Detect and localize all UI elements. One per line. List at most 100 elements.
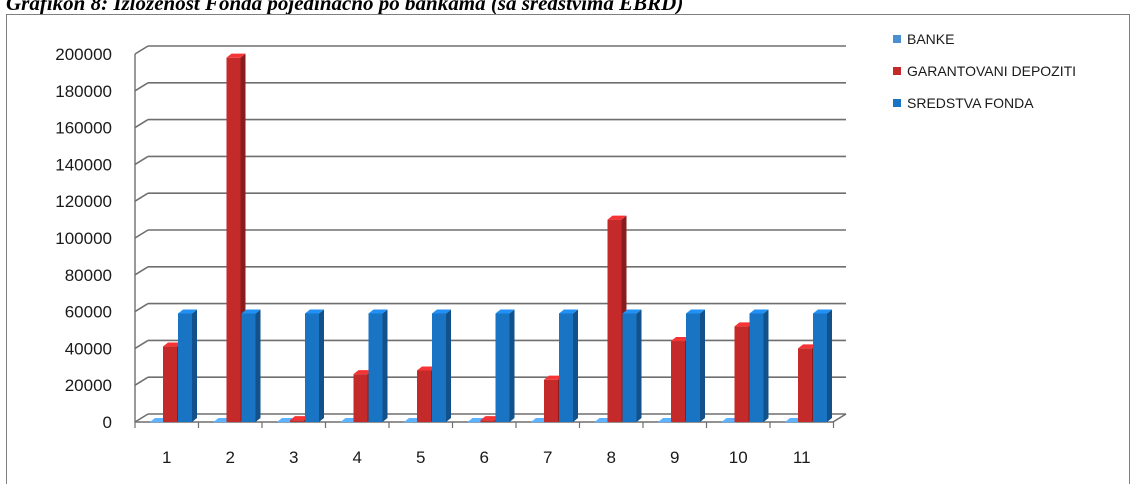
gridline-side (134, 118, 149, 129)
bar-top (163, 342, 182, 347)
bar (658, 422, 672, 423)
bar (213, 422, 228, 423)
legend-label: SREDSTVA FONDA (907, 95, 1034, 111)
bar (594, 422, 609, 423)
bar-top (734, 322, 754, 327)
bar-side (763, 309, 769, 422)
bar (277, 422, 291, 423)
bar (622, 313, 637, 422)
bar-side (446, 309, 451, 422)
bar-side (509, 309, 515, 422)
bar-side (573, 309, 578, 422)
y-tick-label: 200000 (55, 45, 112, 64)
y-tick-label: 80000 (65, 266, 112, 285)
bar-top (353, 370, 373, 375)
gridline-side (134, 413, 149, 423)
y-tick-label: 140000 (55, 155, 112, 174)
gridline-side (134, 376, 149, 386)
bar (749, 313, 764, 422)
bar-top (622, 309, 642, 314)
gridline-side (134, 82, 149, 92)
bar-top (305, 309, 324, 314)
bar (480, 420, 495, 422)
x-tick-label: 2 (226, 448, 235, 467)
x-tick-label: 1 (162, 448, 171, 467)
bar-top (178, 309, 197, 314)
y-tick-label: 40000 (65, 339, 112, 358)
bar-top (241, 309, 261, 314)
bar (798, 348, 812, 422)
bar-top (559, 309, 578, 314)
bar (368, 313, 383, 422)
gridline-side (134, 192, 149, 202)
legend-label: GARANTOVANI DEPOZITI (907, 63, 1076, 79)
bar-top (686, 309, 705, 314)
bar-side (192, 309, 197, 422)
bar-top (432, 309, 451, 314)
bar-side (700, 309, 705, 422)
bar (785, 422, 799, 423)
legend-swatch (893, 67, 901, 75)
y-tick-label: 160000 (55, 119, 112, 138)
x-tick-label: 8 (607, 448, 616, 467)
bar (417, 370, 431, 422)
bar (353, 374, 368, 422)
bar-side (319, 309, 324, 422)
bar-top (290, 416, 309, 421)
bar-top (544, 375, 563, 380)
bar (226, 57, 241, 423)
bar (813, 313, 827, 422)
y-tick-label: 100000 (55, 229, 112, 248)
bar (163, 346, 177, 422)
bar-side (255, 309, 261, 422)
bar-top (671, 337, 690, 342)
bar-top (749, 309, 769, 314)
y-tick-label: 20000 (65, 376, 112, 395)
bar (467, 422, 482, 423)
bar (607, 219, 622, 422)
x-tick-label: 6 (480, 448, 489, 467)
bar (559, 313, 573, 422)
bar (340, 422, 355, 423)
bar (305, 313, 319, 422)
bar (721, 422, 736, 423)
gridline-side (134, 229, 149, 239)
x-tick-label: 10 (729, 448, 748, 467)
y-tick-label: 60000 (65, 303, 112, 322)
y-tick-label: 120000 (55, 192, 112, 211)
y-tick-label: 0 (103, 413, 112, 432)
bar (178, 313, 192, 422)
bar (290, 420, 304, 422)
bar (734, 326, 749, 422)
bar (544, 379, 558, 422)
legend-swatch (893, 35, 901, 43)
bar (432, 313, 446, 422)
legend-swatch (893, 99, 901, 107)
bar-side (382, 309, 388, 422)
bar-top (798, 344, 817, 349)
legend-label: BANKE (907, 31, 954, 47)
bar (404, 422, 418, 423)
bar-top (813, 309, 832, 314)
bar (671, 341, 685, 422)
x-tick-label: 5 (416, 448, 425, 467)
gridline-side (134, 266, 149, 276)
gridline-side (134, 339, 149, 350)
x-tick-label: 3 (289, 448, 298, 467)
bar-top (226, 53, 246, 58)
bar-top (495, 309, 515, 314)
bar-top (417, 366, 436, 371)
bar-side (636, 309, 642, 422)
bar-top (480, 416, 500, 421)
x-tick-label: 4 (353, 448, 362, 467)
chart-caption: Grafikon 8: Izloženost Fonda pojedinačno… (6, 0, 684, 15)
gridline-side (134, 45, 149, 55)
x-tick-label: 9 (670, 448, 679, 467)
bar-top (368, 309, 388, 314)
x-tick-label: 7 (543, 448, 552, 467)
y-tick-label: 180000 (55, 82, 112, 101)
bar (241, 313, 256, 422)
bar (531, 422, 545, 423)
